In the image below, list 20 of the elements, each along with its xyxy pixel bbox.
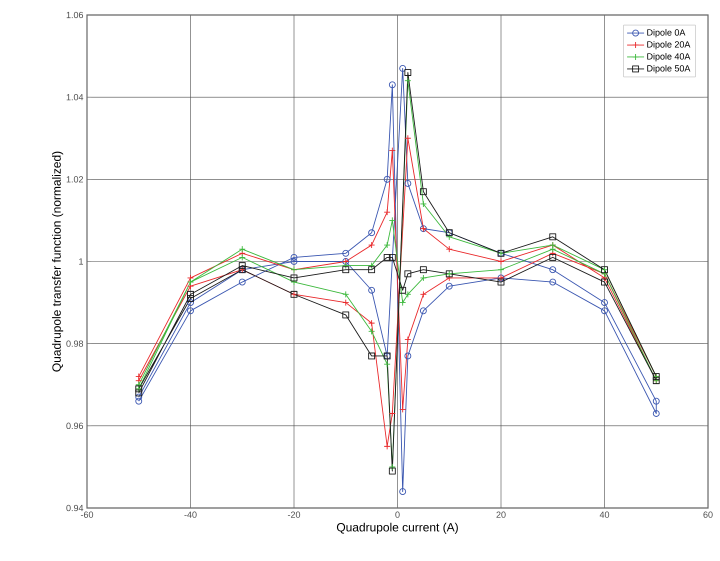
y-tick-label: 1.06 bbox=[66, 12, 84, 18]
x-tick-label: -20 bbox=[288, 512, 300, 518]
y-tick-label: 1.02 bbox=[66, 176, 84, 183]
x-tick-label: 40 bbox=[600, 512, 610, 518]
y-tick-label: 0.96 bbox=[66, 422, 84, 430]
x-tick-label: -40 bbox=[184, 512, 197, 518]
y-tick-label: 1 bbox=[79, 258, 84, 265]
x-tick-label: -60 bbox=[80, 512, 94, 518]
y-tick-label: 0.98 bbox=[66, 340, 84, 347]
x-tick-label: 0 bbox=[395, 512, 400, 518]
y-tick-label: 0.94 bbox=[66, 504, 84, 512]
y-tick-label: 1.04 bbox=[66, 94, 84, 100]
legend-label: Dipole 20A bbox=[647, 41, 690, 50]
legend-label: Dipole 0A bbox=[647, 29, 686, 38]
legend-label: Dipole 40A bbox=[647, 52, 690, 62]
x-axis-title: Quadrupole current (A) bbox=[336, 522, 458, 534]
x-tick-label: 20 bbox=[496, 512, 506, 518]
legend-label: Dipole 50A bbox=[647, 64, 690, 74]
x-tick-label: 60 bbox=[703, 512, 713, 518]
y-axis-title: Quadrupole transfer function (normalized) bbox=[52, 152, 64, 372]
